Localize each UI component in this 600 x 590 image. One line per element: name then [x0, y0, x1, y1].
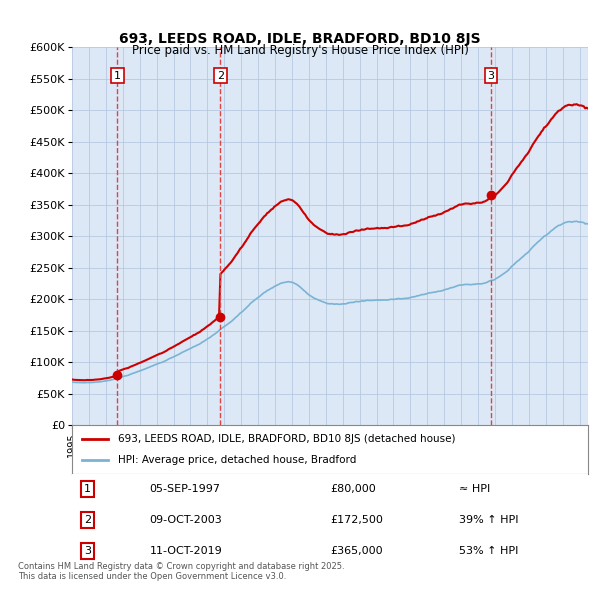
Text: 53% ↑ HPI: 53% ↑ HPI: [459, 546, 518, 556]
Text: 11-OCT-2019: 11-OCT-2019: [149, 546, 222, 556]
Text: ≈ HPI: ≈ HPI: [459, 484, 490, 494]
Text: 1: 1: [84, 484, 91, 494]
Text: 693, LEEDS ROAD, IDLE, BRADFORD, BD10 8JS (detached house): 693, LEEDS ROAD, IDLE, BRADFORD, BD10 8J…: [118, 434, 456, 444]
Bar: [491, 47, 588, 425]
Text: 05-SEP-1997: 05-SEP-1997: [149, 484, 220, 494]
Text: 2: 2: [217, 71, 224, 81]
Bar: [220, 47, 491, 425]
Text: £172,500: £172,500: [330, 515, 383, 525]
Text: 09-OCT-2003: 09-OCT-2003: [149, 515, 222, 525]
Bar: [72, 47, 118, 425]
Text: £80,000: £80,000: [330, 484, 376, 494]
Text: Contains HM Land Registry data © Crown copyright and database right 2025.
This d: Contains HM Land Registry data © Crown c…: [18, 562, 344, 581]
Text: £365,000: £365,000: [330, 546, 383, 556]
Text: Price paid vs. HM Land Registry's House Price Index (HPI): Price paid vs. HM Land Registry's House …: [131, 44, 469, 57]
Text: 1: 1: [114, 71, 121, 81]
Bar: [118, 47, 220, 425]
Text: 2: 2: [84, 515, 91, 525]
Text: 3: 3: [488, 71, 494, 81]
Text: HPI: Average price, detached house, Bradford: HPI: Average price, detached house, Brad…: [118, 455, 357, 465]
Text: 693, LEEDS ROAD, IDLE, BRADFORD, BD10 8JS: 693, LEEDS ROAD, IDLE, BRADFORD, BD10 8J…: [119, 32, 481, 47]
Text: 3: 3: [84, 546, 91, 556]
Text: 39% ↑ HPI: 39% ↑ HPI: [459, 515, 518, 525]
